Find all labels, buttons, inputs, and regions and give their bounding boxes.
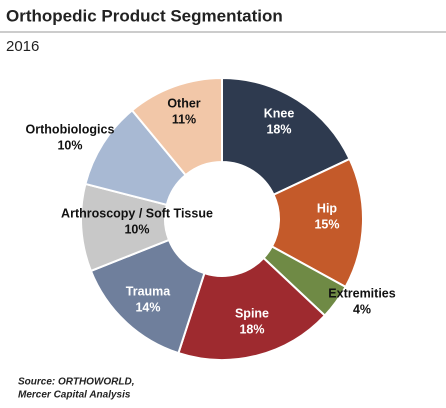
donut-segment	[221, 76, 351, 197]
segment-label: Hip	[317, 201, 338, 215]
donut-segment	[177, 256, 327, 361]
value-label: 18%	[266, 122, 291, 136]
segment-label: Arthroscopy / Soft Tissue	[61, 206, 213, 220]
segment-label: Spine	[235, 306, 269, 320]
value-label: 4%	[353, 302, 371, 316]
donut-segment	[89, 238, 206, 355]
donut-segment	[270, 157, 364, 289]
segment-label: Extremities	[328, 286, 395, 300]
segment-label: Knee	[264, 106, 295, 120]
segment-label: Other	[167, 96, 200, 110]
value-label: 15%	[314, 217, 339, 231]
value-label: 18%	[239, 322, 264, 336]
source: Source: ORTHOWORLD,	[18, 377, 134, 388]
segment-label: Orthobiologics	[26, 122, 115, 136]
segment-label: Trauma	[126, 284, 172, 298]
value-label: 10%	[57, 138, 82, 152]
chart-subtitle: 2016	[6, 38, 39, 55]
value-label: 14%	[135, 300, 160, 314]
value-label: 10%	[124, 222, 149, 236]
value-label: 11%	[172, 112, 196, 126]
donut-segment	[130, 76, 223, 177]
chart-title: Orthopedic Product Segmentation	[6, 6, 283, 25]
source: Mercer Capital Analysis	[18, 390, 131, 401]
